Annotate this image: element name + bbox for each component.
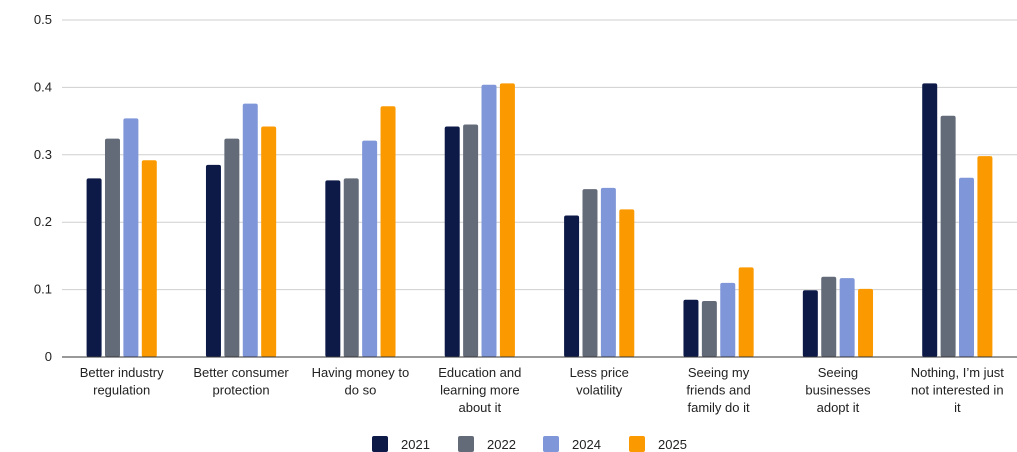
category-label-line: adopt it <box>817 400 860 415</box>
bar-2021 <box>86 178 102 357</box>
bar-2024 <box>481 84 497 357</box>
bar-2025 <box>380 106 396 357</box>
category-label-line: friends and <box>686 383 750 398</box>
category-label-line: Having money to <box>312 365 410 380</box>
bar-2021 <box>205 164 221 357</box>
bar-2025 <box>738 267 754 357</box>
bar-2022 <box>343 178 359 357</box>
bar-2024 <box>959 177 975 357</box>
legend-label: 2024 <box>572 437 601 452</box>
bars <box>86 83 993 358</box>
category-label-line: Better consumer <box>193 365 289 380</box>
bar-2024 <box>362 140 378 357</box>
category-label-line: Less price <box>570 365 629 380</box>
category-labels: Better industry regulation Better consumer… <box>80 365 1005 415</box>
category-label-line: Seeing <box>818 365 858 380</box>
bar-2022 <box>104 138 120 357</box>
category-label-line: businesses <box>805 383 871 398</box>
legend-swatch-2025 <box>629 436 645 452</box>
bar-2021 <box>802 290 818 357</box>
y-tick-label: 0.3 <box>34 147 52 162</box>
category-label-line: it <box>954 400 961 415</box>
category-label-line: family do it <box>687 400 750 415</box>
category-label-line: Seeing my <box>688 365 750 380</box>
bar-2024 <box>720 282 736 357</box>
bar-2021 <box>922 83 938 357</box>
category-label-line: learning more <box>440 383 520 398</box>
category-label-line: Better industry <box>80 365 164 380</box>
category-label: Better industry regulation <box>80 365 164 398</box>
bar-2022 <box>224 138 240 357</box>
bar-2025 <box>977 156 993 357</box>
bar-2022 <box>940 115 956 357</box>
bar-2024 <box>242 103 258 358</box>
category-label-line: protection <box>213 383 270 398</box>
legend: 2021 2022 2024 2025 <box>372 436 687 452</box>
category-label-line: Nothing, I’m just <box>911 365 1005 380</box>
y-axis-ticks: 0 0.1 0.2 0.3 0.4 0.5 <box>34 12 52 364</box>
category-label-line: about it <box>458 400 501 415</box>
y-tick-label: 0.5 <box>34 12 52 27</box>
category-label: Less price volatility <box>570 365 629 398</box>
bar-2021 <box>444 126 460 357</box>
legend-swatch-2024 <box>543 436 559 452</box>
legend-swatch-2022 <box>458 436 474 452</box>
legend-label: 2022 <box>487 437 516 452</box>
category-label: Nothing, I’m just not interested in it <box>911 365 1005 415</box>
bar-2025 <box>858 288 874 357</box>
bar-2025 <box>619 209 635 357</box>
legend-label: 2021 <box>401 437 430 452</box>
y-tick-label: 0.4 <box>34 79 52 94</box>
bar-2022 <box>463 124 479 357</box>
category-label-line: not interested in <box>911 383 1004 398</box>
category-label-line: regulation <box>93 383 150 398</box>
bar-2021 <box>325 180 341 357</box>
bar-2022 <box>582 189 598 357</box>
bar-2025 <box>261 126 277 357</box>
category-label: Seeing my friends and family do it <box>686 365 750 415</box>
category-label: Better consumer protection <box>193 365 289 398</box>
bar-2022 <box>701 301 717 357</box>
y-tick-label: 0.1 <box>34 282 52 297</box>
bar-2025 <box>141 160 157 357</box>
bar-2024 <box>123 118 139 358</box>
category-label-line: Education and <box>438 365 521 380</box>
legend-swatch-2021 <box>372 436 388 452</box>
y-tick-label: 0 <box>45 349 52 364</box>
category-label: Seeing businesses adopt it <box>805 365 871 415</box>
category-label-line: do so <box>345 383 377 398</box>
bar-2022 <box>821 276 837 357</box>
bar-2021 <box>564 215 580 357</box>
category-label: Education and learning more about it <box>438 365 521 415</box>
category-label: Having money to do so <box>312 365 410 398</box>
bar-2024 <box>839 278 855 357</box>
category-label-line: volatility <box>576 383 623 398</box>
bar-2021 <box>683 299 699 357</box>
legend-label: 2025 <box>658 437 687 452</box>
bar-2025 <box>499 83 515 357</box>
bar-2024 <box>600 187 616 357</box>
y-tick-label: 0.2 <box>34 214 52 229</box>
gridlines <box>62 19 1017 291</box>
